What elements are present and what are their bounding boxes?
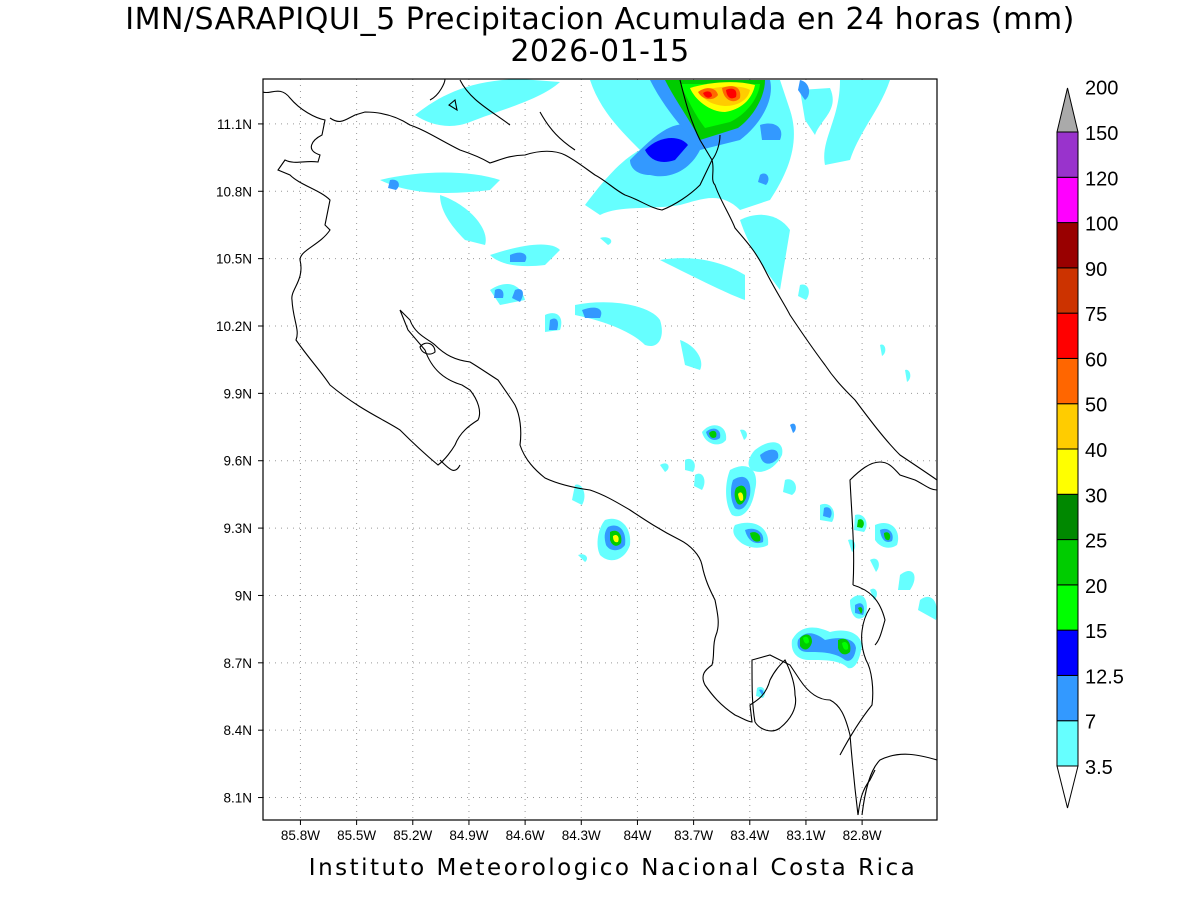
lat-tick-label: 8.1N [223, 791, 252, 806]
colorbar-swatch [1056, 222, 1079, 269]
colorbar-swatch [1056, 267, 1079, 314]
colorbar-level-label: 90 [1085, 259, 1107, 281]
lat-tick-label: 9.9N [223, 386, 252, 401]
colorbar-level-label: 25 [1085, 531, 1107, 553]
lon-tick-label: 85.5W [337, 828, 376, 843]
lon-tick-label: 83.1W [786, 828, 825, 843]
colorbar-swatch [1056, 357, 1079, 405]
colorbar-level-label: 20 [1085, 576, 1107, 598]
colorbar-swatch [1056, 493, 1079, 541]
colorbar-level-label: 60 [1085, 349, 1107, 371]
colorbar-swatch [1056, 448, 1079, 495]
lat-tick-label: 10.5N [216, 252, 252, 267]
precipitation-field [380, 79, 937, 698]
lon-tick-label: 83.7W [674, 828, 713, 843]
colorbar-level-label: 120 [1085, 168, 1118, 190]
colorbar-min-arrow [1056, 765, 1079, 809]
lat-tick-label: 8.7N [223, 656, 252, 671]
lat-tick-label: 10.8N [216, 184, 252, 199]
colorbar-swatch [1056, 584, 1079, 631]
footer-credit: Instituto Meteorologico Nacional Costa R… [308, 855, 918, 881]
lat-tick-label: 10.2N [216, 319, 252, 334]
colorbar-level-label: 75 [1085, 304, 1107, 326]
lon-tick-label: 85.8W [281, 828, 320, 843]
colorbar-level-label: 3.5 [1085, 757, 1113, 779]
colorbar-swatch [1056, 312, 1079, 359]
colorbar-swatch [1056, 674, 1079, 722]
lat-tick-label: 8.4N [223, 723, 252, 738]
lon-tick-label: 84.9W [449, 828, 488, 843]
coastline [263, 79, 937, 816]
colorbar-legend: 3.5 7 12.5 15 20 25 30 40 50 60 75 90 100 120 150 200 [1056, 78, 1124, 809]
lon-tick-label: 83.4W [730, 828, 769, 843]
colorbar-swatch [1056, 131, 1079, 178]
colorbar-level-label: 50 [1085, 395, 1107, 417]
colorbar-level-label: 40 [1085, 440, 1107, 462]
lat-tick-label: 9.3N [223, 521, 252, 536]
lon-tick-label: 82.8W [843, 828, 882, 843]
colorbar-level-label: 15 [1085, 621, 1107, 643]
colorbar-level-label: 200 [1085, 78, 1118, 100]
colorbar-level-label: 30 [1085, 485, 1107, 507]
lat-tick-label: 9.6N [223, 454, 252, 469]
colorbar-max-arrow [1056, 87, 1079, 133]
map-title: IMN/SARAPIQUI_5 Precipitacion Acumulada … [125, 2, 1075, 37]
colorbar-level-label: 100 [1085, 214, 1118, 236]
map-frame [262, 78, 938, 821]
lat-tick-label: 11.1N [217, 117, 252, 132]
colorbar-swatch [1056, 629, 1079, 676]
colorbar-level-label: 150 [1085, 123, 1118, 145]
colorbar-level-label: 12.5 [1085, 666, 1124, 688]
lat-tick-label: 9N [235, 588, 252, 603]
lon-tick-label: 85.2W [393, 828, 432, 843]
lon-tick-label: 84.3W [562, 828, 601, 843]
lon-tick-label: 84.6W [506, 828, 545, 843]
lat-axis: 11.1N 10.8N 10.5N 10.2N 9.9N 9.6N 9.3N 9N 8.7N 8.… [216, 117, 252, 806]
colorbar-swatch [1056, 720, 1079, 767]
map-date: 2026-01-15 [510, 34, 690, 69]
colorbar-level-label: 7 [1085, 712, 1096, 734]
lon-tick-label: 84W [624, 828, 652, 843]
lon-axis: 85.8W 85.5W 85.2W 84.9W 84.6W 84.3W 84W 83.7W 83… [281, 828, 882, 843]
colorbar-swatch [1056, 176, 1079, 224]
colorbar-swatch [1056, 539, 1079, 586]
colorbar-swatch [1056, 403, 1079, 450]
